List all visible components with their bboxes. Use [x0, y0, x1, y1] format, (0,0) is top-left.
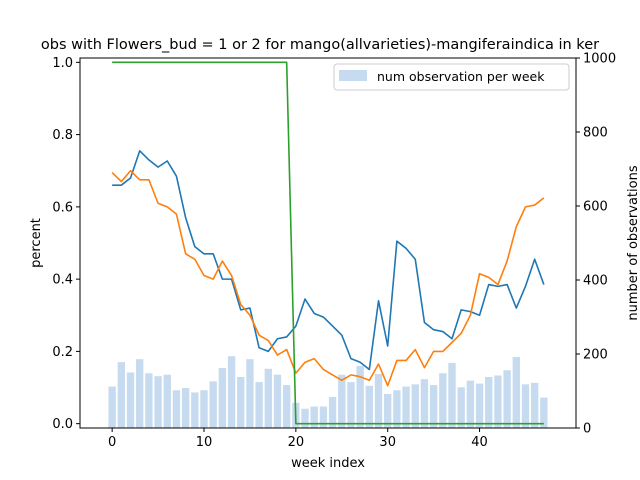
series-line-orange: [111, 169, 545, 387]
y-tick-label: 0.8: [52, 128, 73, 143]
x-tick-label: 0: [108, 435, 116, 450]
bar: [365, 385, 374, 428]
x-tick-label: 10: [196, 435, 213, 450]
bar: [237, 376, 245, 428]
bar: [227, 356, 236, 428]
bar: [356, 365, 364, 428]
chart-title: obs with Flowers_bud = 1 or 2 for mango(…: [41, 37, 599, 53]
bar: [282, 385, 291, 428]
bar-series: [108, 356, 548, 428]
series-line-green: [112, 61, 544, 425]
y-tick-label: 1.0: [52, 56, 73, 71]
y2-axis-ticks: 0 200 400 600 800 1000: [576, 52, 616, 437]
legend: num observation per week: [333, 63, 570, 91]
bar: [145, 373, 153, 428]
x-tick-label: 20: [288, 435, 305, 450]
bar: [117, 362, 126, 428]
bar: [393, 390, 401, 428]
y2-tick-label: 0: [583, 422, 591, 437]
bar: [163, 374, 171, 428]
y-tick-label: 0.0: [52, 417, 73, 432]
bar: [319, 406, 328, 428]
legend-label: num observation per week: [377, 69, 545, 84]
bar: [310, 406, 318, 428]
bar: [448, 362, 456, 428]
y2-tick-label: 1000: [583, 52, 616, 67]
bar: [429, 385, 438, 428]
bar: [503, 370, 511, 428]
bar: [246, 359, 254, 428]
bar: [411, 384, 419, 428]
y-axis-ticks: 0.0 0.2 0.4 0.6 0.8 1.0: [52, 56, 80, 432]
series-line-blue: [112, 150, 545, 371]
bar: [347, 382, 355, 428]
plot-frame: [79, 57, 577, 429]
bar: [328, 396, 337, 428]
bar: [301, 408, 309, 428]
bar: [172, 390, 181, 428]
x-axis-label: week index: [291, 456, 365, 471]
bar: [457, 387, 465, 428]
y-tick-label: 0.4: [52, 273, 73, 288]
bar: [264, 368, 272, 428]
y-tick-label: 0.6: [52, 200, 73, 215]
bar: [420, 379, 429, 428]
legend-box: [333, 63, 570, 91]
x-tick-label: 40: [471, 435, 488, 450]
bar: [540, 397, 548, 428]
bar: [338, 374, 346, 428]
y-axis-label: percent: [29, 218, 44, 268]
bar: [255, 382, 263, 428]
bar: [374, 373, 383, 428]
bar: [530, 382, 539, 428]
bar: [218, 368, 227, 428]
y2-tick-label: 400: [583, 274, 608, 289]
bar: [136, 359, 144, 428]
bar: [126, 372, 135, 428]
bar: [209, 381, 217, 428]
bar: [108, 386, 116, 428]
bar: [200, 390, 208, 428]
bar: [485, 376, 493, 428]
bar: [494, 375, 502, 428]
y2-tick-label: 200: [583, 348, 608, 363]
y2-tick-label: 800: [583, 126, 608, 141]
bar: [439, 373, 447, 428]
bar: [521, 384, 530, 428]
line-series-group: [111, 61, 545, 425]
bar: [273, 374, 282, 428]
y2-axis-label: number of observations: [626, 165, 640, 320]
bar: [512, 356, 520, 428]
bar: [154, 376, 162, 428]
y2-tick-label: 600: [583, 200, 608, 215]
y-tick-label: 0.2: [52, 345, 73, 360]
bar: [384, 393, 392, 428]
legend-swatch: [339, 70, 367, 81]
bar: [191, 392, 199, 428]
bar: [402, 386, 410, 428]
x-tick-label: 30: [379, 435, 396, 450]
bar: [475, 383, 484, 428]
bar: [181, 388, 190, 428]
bar: [466, 380, 475, 428]
x-axis-ticks: 0 10 20 30 40: [108, 428, 488, 450]
